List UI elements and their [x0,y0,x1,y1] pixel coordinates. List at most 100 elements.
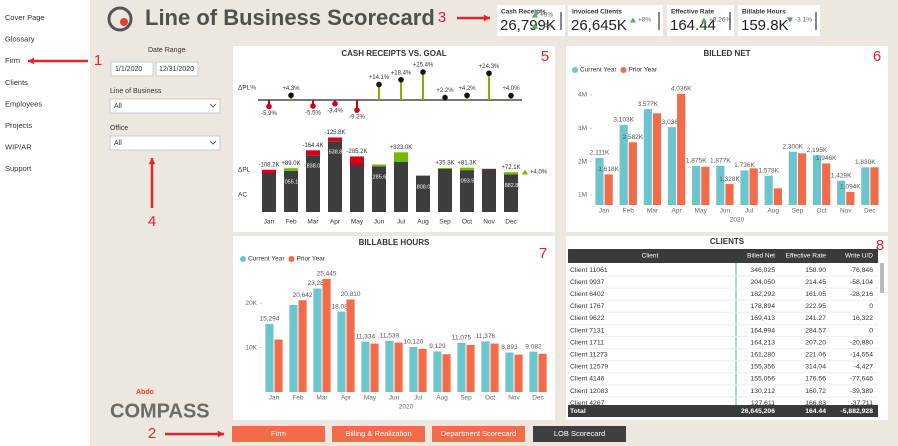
ac-bar [372,166,386,212]
annotation-arrowhead [148,158,156,165]
column-header[interactable]: Client [642,253,659,260]
bar [822,163,831,205]
x-tick-label: Jan [264,219,275,226]
value-label: 9,129 [429,343,446,350]
brand-name: COMPASS [110,400,210,422]
bar [797,153,807,205]
x-tick-label: Apr [330,219,341,226]
bar [370,343,379,392]
tab-label[interactable]: Department Scorecard [441,429,516,438]
table-cell: 284.57 [805,327,826,334]
row-label: ΔPL% [238,85,256,92]
x-tick-label: Aug [767,208,779,215]
nav-item[interactable]: Clients [5,78,28,87]
tab[interactable] [533,426,626,442]
table-cell: 161,280 [750,351,775,358]
nav-item[interactable]: Glossary [5,35,35,44]
value-label: 1,946K [816,155,837,162]
bar [773,188,782,205]
table-cell: Client 9622 [570,315,605,322]
nav-item[interactable]: Cover Page [5,13,45,22]
dropdown-chevron [209,103,217,108]
table-cell: 221.06 [805,351,826,358]
lollipop-dot [376,81,382,88]
page-title: Line of Business Scorecard [145,5,435,30]
value-label: 3,577K [638,101,659,108]
kpi-label: Cash Receipts [501,9,546,16]
table-cell: Client 1767 [570,303,605,310]
dropdown-value[interactable]: All [114,140,122,147]
value-label: +4.2% [458,86,476,92]
table-cell: 164,994 [750,327,775,334]
kpi-label: Invoiced Clients [572,9,622,16]
nav-item[interactable]: WIP/AR [5,143,32,152]
value-label: 2,582K [623,134,644,141]
bar [313,288,322,392]
value-label: 1,429K [831,172,852,179]
bar [643,109,652,205]
x-tick-label: Dec [505,219,517,226]
table-cell: -28,216 [850,291,873,298]
bar [870,167,879,205]
table-cell: Client 11061 [570,267,608,274]
table-cell: 204,050 [750,279,775,286]
bar [740,170,749,205]
bar [346,299,355,392]
x-tick-label: Oct [817,208,827,215]
date-end[interactable]: 12/31/2020 [159,66,194,73]
x-tick-label: Sep [460,395,472,402]
column-header[interactable]: Write U/D [845,253,873,260]
value-label: 2,838.0K [302,164,324,170]
date-input[interactable] [155,61,199,77]
x-tick-label: Jun [720,208,731,215]
nav-item[interactable]: Firm [5,56,20,65]
panel [566,236,888,420]
table-cell: 158.90 [805,267,826,274]
date-input[interactable] [110,61,154,77]
table-cell: 0 [869,327,873,334]
delta-bar [262,169,276,173]
y-tick-label: 4M [578,92,587,99]
column-header[interactable]: Billed Net [747,253,775,260]
dropdown-value[interactable]: All [114,103,122,110]
delta-bar [306,150,320,156]
table-body: Client 11061 346,025 158.90 -76,846 Client 9… [568,267,878,407]
tab[interactable] [432,426,525,442]
date-start[interactable]: 1/1/2020 [115,66,142,73]
nav-item[interactable]: Support [5,164,32,173]
value-label: 18,086 [331,303,351,310]
ac-bar [438,169,452,212]
value-label: +2.2% [436,88,454,94]
value-label: +4.0% [502,86,520,92]
bar [677,93,686,205]
lollipop-dot [420,69,426,75]
table-cell: 166.83 [805,400,826,407]
column-header[interactable]: Effective Rate [786,253,827,260]
dropdown[interactable] [109,135,221,151]
dropdown[interactable] [109,98,221,114]
kpi-change: -3.1% [795,17,812,24]
bar [692,165,701,205]
nav-item[interactable]: Projects [5,121,32,130]
ac-bar [328,141,342,212]
kpi-label: Billable Hours [742,9,786,16]
value-label: 1,328K [719,176,740,183]
tab[interactable] [332,426,425,442]
table-cell: Client 12083 [570,388,608,395]
tab-label[interactable]: Firm [271,429,286,438]
table-cell: Client 6402 [570,291,605,298]
tab-label[interactable]: LOB Scorecard [554,429,605,438]
value-label: 1,618K [598,166,619,173]
ac-bar [394,162,408,212]
tab[interactable] [232,426,325,442]
bar [595,157,604,205]
table-header [568,249,878,263]
brand-small: Abdo [136,389,154,396]
value-label: 11,075 [452,334,472,341]
value-label: 1,875K [686,158,707,165]
bar [418,348,427,392]
y-tick-label: 1M [578,192,587,199]
tab-label[interactable]: Billing & Realization [345,429,411,438]
nav-item[interactable]: Employees [5,99,42,108]
table-cell: 314.04 [805,364,826,371]
